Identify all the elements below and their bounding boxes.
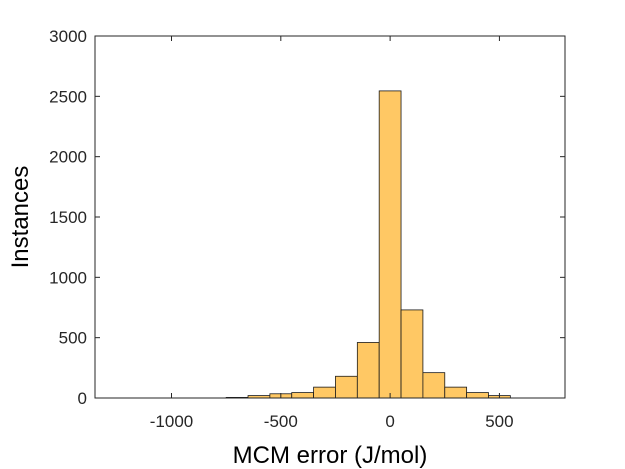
y-tick-label: 1500	[49, 208, 87, 227]
histogram-bar	[444, 386, 468, 399]
histogram-bar	[422, 372, 446, 399]
y-tick-label: 3000	[49, 27, 87, 46]
x-tick-labels: -1000 -500 0 500	[150, 412, 514, 431]
y-tick-label: 2000	[49, 148, 87, 167]
y-tick-label: 500	[59, 329, 87, 348]
histogram-bar	[356, 342, 380, 399]
y-tick-labels: 0 500 1000 1500 2000 2500 3000	[49, 27, 87, 408]
y-tick-label: 0	[78, 389, 87, 408]
axis-ticks	[95, 35, 565, 399]
histogram-bar	[378, 90, 402, 399]
y-tick-label: 1000	[49, 268, 87, 287]
histogram-bar	[313, 386, 336, 399]
x-axis-title: MCM error (J/mol)	[233, 442, 428, 469]
histogram-bars	[225, 90, 511, 399]
histogram-bar	[466, 392, 489, 399]
histogram-bar	[335, 375, 358, 399]
x-tick-label: -1000	[150, 412, 193, 431]
x-tick-label: -500	[264, 412, 298, 431]
y-axis-title: Instances	[7, 166, 34, 269]
x-tick-label: 500	[485, 412, 513, 431]
histogram-bar	[291, 392, 315, 399]
y-tick-label: 2500	[49, 87, 87, 106]
plot-frame	[94, 35, 566, 399]
histogram-bar	[400, 309, 424, 399]
x-tick-label: 0	[385, 412, 394, 431]
